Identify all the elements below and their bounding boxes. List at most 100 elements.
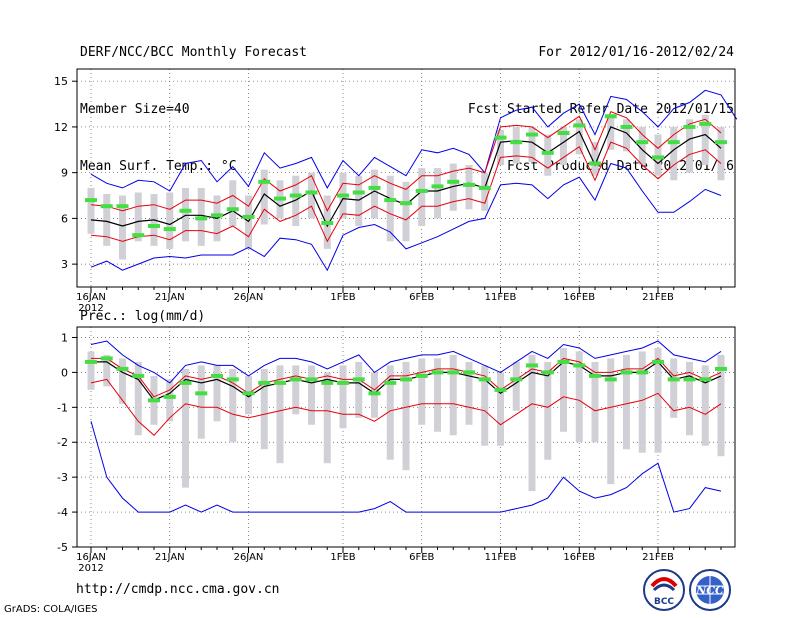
spread-bar xyxy=(575,351,583,443)
bcc-logo-icon: BCC xyxy=(643,569,685,611)
spread-bar xyxy=(449,354,457,436)
spread-bar xyxy=(623,354,630,450)
spread-bar xyxy=(512,126,520,164)
x-tick-label: 1FEB xyxy=(330,292,355,303)
x-tick-label: 21FEB xyxy=(642,292,674,303)
forecast-period-label: For 2012/01/16-2012/02/24 xyxy=(538,45,734,60)
spread-bar xyxy=(103,194,111,246)
spread-bar xyxy=(276,365,284,464)
spread-bar xyxy=(418,168,426,227)
max-line xyxy=(90,340,722,384)
spread-bar xyxy=(638,351,646,453)
member-size-label: Member Size=40 xyxy=(80,102,190,117)
spread-bar xyxy=(355,175,363,227)
x-tick-label: 21FEB xyxy=(642,552,674,563)
spread-bar xyxy=(87,351,95,390)
x-tick-label: 26JAN xyxy=(234,292,264,303)
grads-credit: GrADS: COLA/IGES xyxy=(4,604,98,615)
spread-bar xyxy=(386,365,394,460)
y-tick-label: -4 xyxy=(57,506,68,519)
spread-bar xyxy=(544,361,552,460)
x-year-label: 2012 xyxy=(78,303,103,314)
spread-bar xyxy=(197,365,205,439)
max-line xyxy=(90,89,738,192)
spread-bar xyxy=(449,163,457,211)
spread-bar xyxy=(717,354,725,457)
spread-bar xyxy=(119,195,126,260)
x-tick-label: 26JAN xyxy=(234,552,264,563)
spread-bar xyxy=(591,361,599,443)
upper-std-line xyxy=(91,357,722,398)
spread-bar xyxy=(465,165,473,210)
spread-bar xyxy=(434,358,441,432)
x-tick-label: 11FEB xyxy=(485,552,517,563)
precip-panel-title: Prec.: log(mm/d) xyxy=(80,309,206,324)
spread-bar xyxy=(260,169,268,225)
y-tick-label: 0 xyxy=(61,366,68,379)
bcc-logo-text: BCC xyxy=(654,597,674,607)
spread-bar xyxy=(670,126,678,181)
spread-bar xyxy=(638,126,646,166)
spread-bar xyxy=(119,358,126,404)
ncc-logo-text: NCC xyxy=(695,584,724,597)
y-tick-label: 15 xyxy=(54,75,68,88)
x-tick-label: 6FEB xyxy=(409,292,434,303)
spread-bar xyxy=(544,134,552,176)
spread-bar xyxy=(591,142,599,176)
spread-bar xyxy=(292,175,300,227)
spread-bar xyxy=(701,365,709,446)
spread-bar xyxy=(481,172,489,211)
spread-bar xyxy=(402,181,410,242)
x-tick-label: 16JAN xyxy=(76,552,106,563)
y-tick-label: 12 xyxy=(54,121,68,134)
y-tick-label: 6 xyxy=(61,212,68,225)
ncc-logo-icon: NCC xyxy=(689,569,731,611)
spread-bar xyxy=(323,372,331,464)
spread-bar xyxy=(654,347,662,453)
y-tick-label: -5 xyxy=(57,541,68,554)
spread-bar xyxy=(465,361,473,425)
spread-bar xyxy=(339,365,347,429)
x-tick-label: 1FEB xyxy=(330,552,355,563)
chart-panel-1: 3 6 9 12 15 16JAN 21JAN 26JAN 1FEB 6FEB 11FEB 16FEB… xyxy=(54,68,738,314)
spread-bar xyxy=(497,372,504,446)
spread-bar xyxy=(575,119,583,155)
x-tick-label: 6FEB xyxy=(409,552,434,563)
lower-std-line xyxy=(90,141,722,243)
header-left: DERF/NCC/BCC Monthly Forecast Member Siz… xyxy=(80,8,307,197)
chart-product-title: DERF/NCC/BCC Monthly Forecast xyxy=(80,45,307,60)
spread-bar xyxy=(260,368,268,450)
spread-bar xyxy=(182,187,189,242)
spread-bar xyxy=(355,361,363,418)
spread-bar xyxy=(607,114,615,150)
spread-bar xyxy=(560,347,567,432)
lower-std-line xyxy=(90,378,722,437)
upper-std-line xyxy=(90,111,722,212)
y-tick-label: 3 xyxy=(61,258,68,271)
source-url[interactable]: http://cmdp.ncc.cma.gov.cn xyxy=(76,582,280,597)
x-tick-label: 16JAN xyxy=(76,292,106,303)
spread-bar xyxy=(418,358,426,425)
spread-bar xyxy=(213,365,221,422)
spread-bar xyxy=(245,195,252,249)
spread-bar xyxy=(182,368,189,488)
x-tick-label: 21JAN xyxy=(155,552,185,563)
spread-bar xyxy=(166,192,174,249)
variable-label: Mean Surf. Temp.: °C xyxy=(80,159,237,174)
spread-bar xyxy=(229,368,237,443)
spread-bar xyxy=(701,114,709,166)
spread-bar xyxy=(103,354,111,387)
x-tick-label: 21JAN xyxy=(155,292,185,303)
chart-panel-2: -5 -4 -3 -2 -1 0 1 16JAN 21JAN 26JAN 1FEB 6FEB 11FEB… xyxy=(57,326,736,574)
spread-bar xyxy=(292,365,300,415)
spread-bar xyxy=(560,126,567,166)
x-tick-label: 16FEB xyxy=(563,292,595,303)
spread-bar xyxy=(528,126,536,162)
y-tick-label: -2 xyxy=(57,436,68,449)
spread-bar xyxy=(686,119,693,173)
spread-bar xyxy=(229,180,237,227)
spread-bar xyxy=(607,358,615,485)
min-line xyxy=(90,162,722,272)
spread-bar xyxy=(308,172,315,219)
